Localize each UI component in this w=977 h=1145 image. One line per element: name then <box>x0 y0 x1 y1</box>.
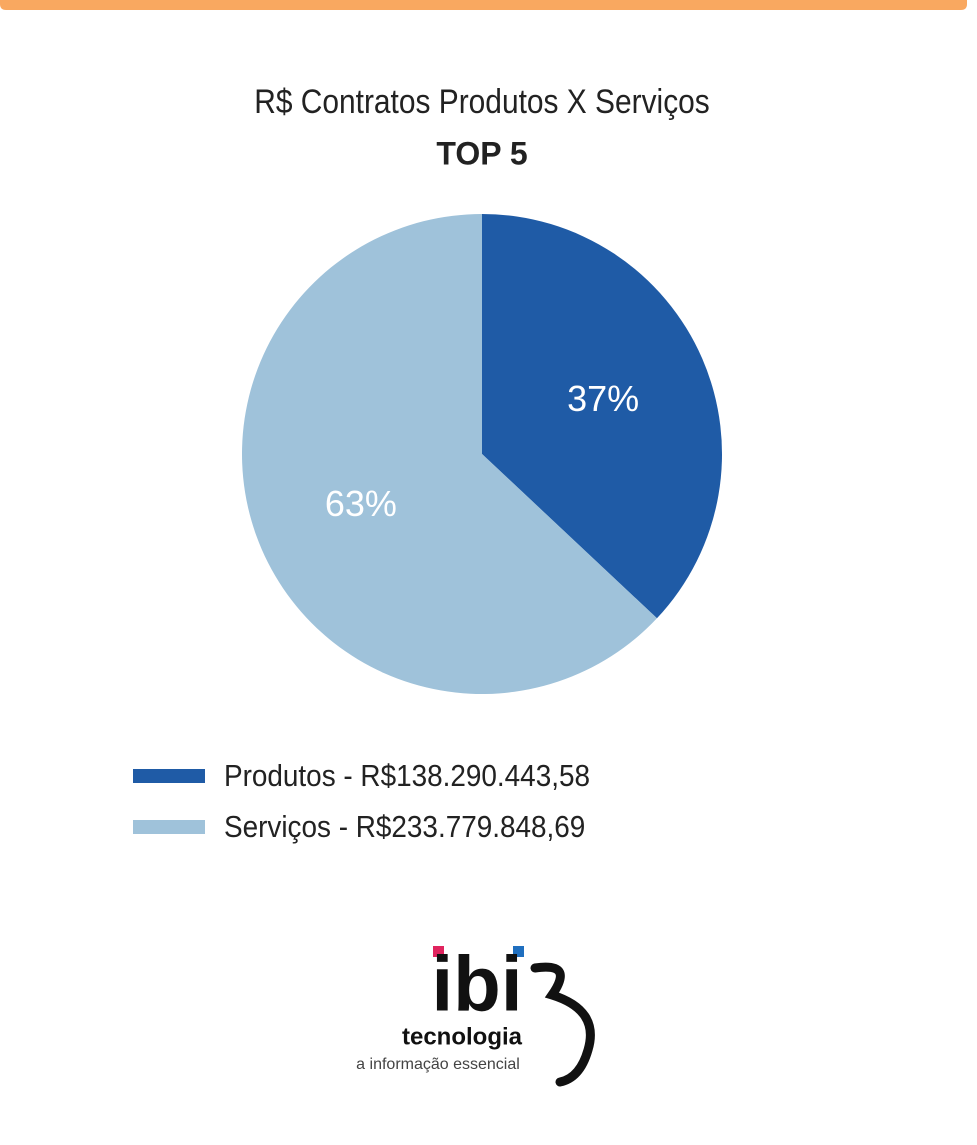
legend: Produtos - R$138.290.443,58 Serviços - R$… <box>133 759 590 845</box>
chart-title: R$ Contratos Produtos X Serviços <box>254 82 710 120</box>
top-bar <box>0 0 967 10</box>
pie-slice <box>242 214 657 694</box>
chart-subtitle: TOP 5 <box>436 135 527 171</box>
logo-name: ibi <box>432 940 523 1028</box>
logo: ibi tecnologia a informação essencial <box>356 940 595 1087</box>
logo-curve <box>530 962 595 1087</box>
legend-swatch <box>133 769 205 783</box>
legend-label: Produtos - R$138.290.443,58 <box>224 759 590 794</box>
legend-label: Serviços - R$233.779.848,69 <box>224 810 585 845</box>
slice-label: 37% <box>567 378 639 419</box>
legend-swatch <box>133 820 205 834</box>
logo-line2: a informação essencial <box>356 1056 520 1073</box>
pie-slice <box>482 214 723 619</box>
logo-dot <box>433 946 444 957</box>
pie: 37% 63% <box>242 214 723 694</box>
logo-dot <box>513 946 524 957</box>
logo-line1: tecnologia <box>402 1023 523 1050</box>
slice-label: 63% <box>325 483 397 524</box>
